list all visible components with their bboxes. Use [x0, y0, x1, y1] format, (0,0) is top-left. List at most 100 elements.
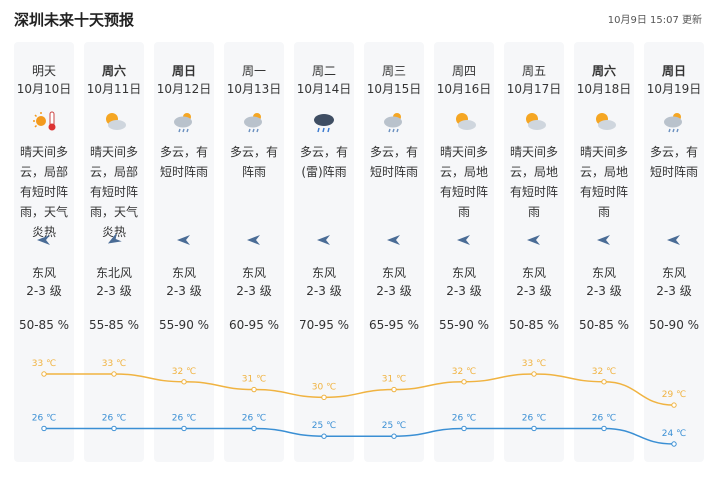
- day-column: 周六 10月18日 晴天间多云，局地有短时阵雨 东风 2-3 级 50-85 %: [574, 42, 634, 462]
- temp-label: 30 ℃: [312, 382, 336, 392]
- date: 10月18日: [576, 82, 632, 96]
- wind-level: 2-3 级: [376, 284, 412, 298]
- day-column: 明天 10月10日 晴天间多云，局部有短时阵雨，天气炎热 东风 2-3 级 50-85 %: [14, 42, 74, 462]
- weather-icon: [522, 110, 548, 137]
- weather-icon: [382, 110, 408, 137]
- day-column: 周日 10月12日 多云，有短时阵雨 东风 2-3 级 55-90 %: [154, 42, 214, 462]
- day-column: 周五 10月17日 晴天间多云，局地有短时阵雨 东风 2-3 级 50-85 %: [504, 42, 564, 462]
- weather-icon: [592, 110, 618, 137]
- weekday: 周日: [171, 64, 196, 78]
- temp-line: [44, 427, 675, 445]
- temp-label: 26 ℃: [102, 413, 126, 423]
- update-time: 10月9日 15:07 更新: [607, 15, 702, 26]
- weather-text: 多云，有(雷)阵雨: [299, 145, 348, 179]
- temp-label: 25 ℃: [382, 421, 406, 431]
- temp-point: [531, 425, 537, 432]
- weather-text: 晴天间多云，局地有短时阵雨: [579, 145, 628, 219]
- wind-direction: 东风: [171, 266, 196, 280]
- weekday: 周三: [381, 64, 406, 78]
- arrow: [247, 235, 260, 245]
- temp-label: 26 ℃: [32, 413, 56, 423]
- day-column: 周四 10月16日 晴天间多云，局地有短时阵雨 东风 2-3 级 55-90 %: [434, 42, 494, 462]
- temp-point: [111, 371, 117, 377]
- icon: [33, 111, 56, 131]
- wind-level: 2-3 级: [656, 284, 692, 298]
- temp-label: 31 ℃: [242, 375, 266, 385]
- weather-text: 晴天间多云，局部有短时阵雨，天气炎热: [19, 145, 68, 239]
- weather-icon: [662, 110, 688, 137]
- wind-level: 2-3 级: [96, 284, 132, 298]
- weekday: 周日: [661, 64, 686, 78]
- icon: [596, 113, 616, 130]
- arrow: [37, 235, 50, 245]
- weekday: 周二: [311, 64, 336, 78]
- weather-text: 多云，有短时阵雨: [369, 145, 418, 179]
- icon: [314, 114, 334, 133]
- wind-arrow: [106, 232, 122, 249]
- temp-label: 32 ℃: [452, 367, 476, 377]
- title: 深圳未来十天预报: [14, 11, 135, 29]
- weekday: 周五: [521, 64, 546, 78]
- wind-direction: 东风: [451, 266, 476, 280]
- icon: [456, 113, 476, 130]
- wind-level: 2-3 级: [306, 284, 342, 298]
- temp-point: [321, 433, 327, 439]
- wind-arrow: [596, 234, 612, 249]
- weekday: 周六: [101, 64, 126, 78]
- temp-point: [671, 441, 677, 447]
- date: 10月13日: [226, 82, 282, 96]
- wind-arrow: [526, 234, 542, 249]
- weekday: 周四: [451, 64, 476, 78]
- weather-icon: [32, 110, 58, 137]
- date: 10月14日: [296, 82, 352, 96]
- wind-arrow: [666, 234, 682, 249]
- humidity: 55-90 %: [158, 318, 210, 332]
- weekday: 明天: [31, 64, 56, 78]
- humidity: 60-95 %: [228, 318, 280, 332]
- weather-text: 多云，有短时阵雨: [159, 145, 208, 179]
- icon: [664, 113, 682, 133]
- temp-label: 33 ℃: [32, 359, 56, 369]
- wind-arrow: [176, 234, 192, 249]
- temp-label: 24 ℃: [662, 429, 686, 439]
- temp-point: [251, 425, 257, 432]
- day-column: 周日 10月19日 多云，有短时阵雨 东风 2-3 级 50-90 %: [644, 42, 704, 462]
- temp-point: [601, 379, 607, 385]
- temp-label: 26 ℃: [172, 413, 196, 423]
- arrow: [457, 235, 470, 245]
- temp-point: [321, 394, 327, 401]
- temp-point: [461, 379, 467, 385]
- temp-label: 31 ℃: [382, 375, 406, 385]
- arrow: [107, 232, 122, 244]
- wind-arrow: [316, 234, 332, 249]
- humidity: 70-95 %: [298, 318, 350, 332]
- icon: [106, 113, 126, 130]
- wind-arrow: [456, 234, 472, 249]
- temp-label: 32 ℃: [592, 367, 616, 377]
- temp-point: [41, 425, 47, 432]
- date: 10月10日: [16, 82, 72, 96]
- temp-point: [181, 425, 187, 432]
- weather-icon: [242, 110, 268, 137]
- icon: [244, 113, 262, 133]
- humidity: 65-95 %: [368, 318, 420, 332]
- weekday: 周六: [591, 64, 616, 78]
- weather-text: 多云，有短时阵雨: [649, 145, 698, 179]
- temp-label: 26 ℃: [242, 413, 266, 423]
- wind-direction: 东风: [381, 266, 406, 280]
- temp-label: 32 ℃: [172, 367, 196, 377]
- temp-label: 26 ℃: [592, 413, 616, 423]
- wind-arrow: [386, 234, 402, 249]
- temp-point: [601, 425, 607, 432]
- wind-direction: 东风: [31, 266, 56, 280]
- humidity: 50-85 %: [18, 318, 70, 332]
- arrow: [667, 235, 680, 245]
- temp-point: [111, 425, 117, 432]
- wind-direction: 东风: [311, 266, 336, 280]
- temp-line: [43, 373, 675, 406]
- temp-label: 33 ℃: [102, 359, 126, 369]
- date: 10月12日: [156, 82, 212, 96]
- arrow: [527, 235, 540, 245]
